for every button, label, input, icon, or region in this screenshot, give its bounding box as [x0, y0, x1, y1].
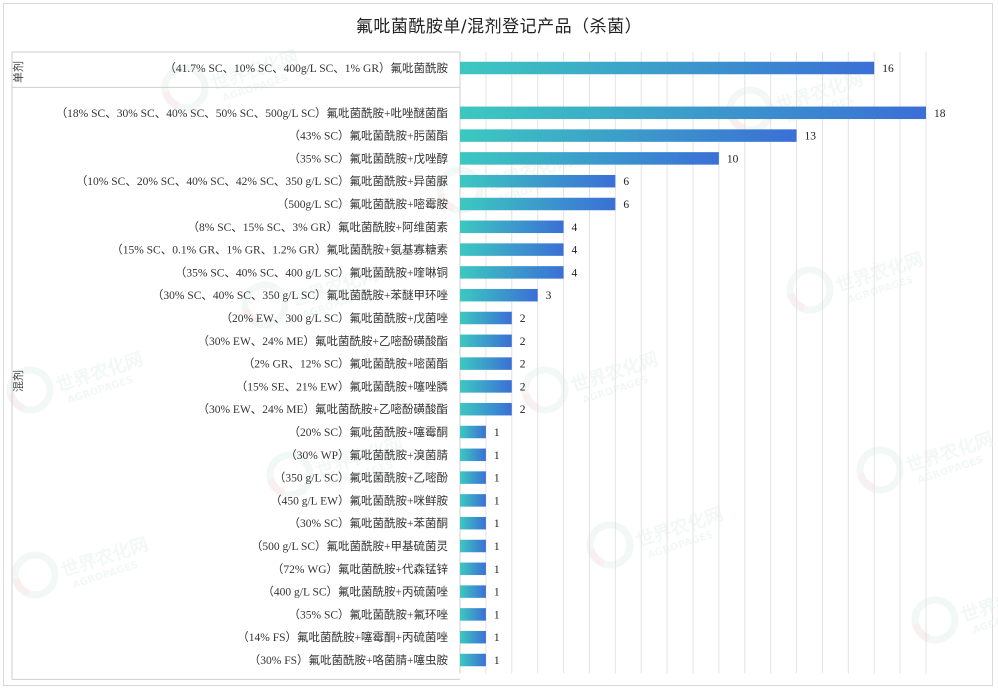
value-label: 2: [520, 404, 526, 416]
value-label: 1: [494, 495, 500, 507]
value-label: 10: [727, 153, 739, 165]
value-label: 1: [494, 518, 500, 530]
value-label: 1: [494, 450, 500, 462]
bar: [460, 106, 926, 120]
category-label: （350 g/L SC）氟吡菌酰胺+乙嘧酚: [274, 471, 449, 485]
value-label: 1: [494, 541, 500, 553]
category-label: （30% WP）氟吡菌酰胺+溴菌腈: [285, 448, 448, 462]
category-label: （20% SC）氟吡菌酰胺+噻霉酮: [288, 425, 448, 439]
category-label: （30% SC）氟吡菌酰胺+苯菌酮: [288, 516, 448, 530]
value-label: 2: [520, 336, 526, 348]
bar: [460, 402, 512, 416]
bar: [460, 585, 486, 598]
category-label: （43% SC）氟吡菌酰胺+肟菌酯: [288, 129, 448, 143]
category-label: （2% GR、12% SC）氟吡菌酰胺+嘧菌酯: [243, 357, 448, 371]
category-label: （30% FS）氟吡菌酰胺+咯菌腈+噻虫胺: [249, 653, 449, 667]
value-label: 1: [494, 427, 500, 439]
category-label: （500g/L SC）氟吡菌酰胺+嘧霉胺: [277, 197, 449, 211]
bar: [460, 243, 564, 256]
category-label: （30% EW、24% ME）氟吡菌酰胺+乙嘧酚磺酸酯: [197, 334, 448, 348]
bar: [460, 311, 512, 325]
value-label: 16: [882, 63, 894, 75]
category-label: （500 g/L SC）氟吡菌酰胺+甲基硫菌灵: [251, 539, 449, 553]
value-label: 4: [572, 245, 578, 257]
bars: [460, 61, 926, 667]
bar: [460, 471, 486, 484]
value-label: 3: [546, 290, 552, 302]
bar: [460, 357, 512, 370]
value-label: 1: [494, 609, 500, 621]
bar: [460, 516, 486, 530]
bar: [460, 152, 719, 165]
bar: [460, 494, 486, 507]
gridlines: [459, 52, 927, 674]
category-label: （35% SC、40% SC、400 g/L SC）氟吡菌酰胺+喹啉铜: [175, 265, 448, 279]
group-label: 单剂: [11, 61, 25, 83]
category-label: （20% EW、300 g/L SC）氟吡菌酰胺+戊菌唑: [221, 311, 449, 325]
bar: [460, 266, 564, 279]
bar: [460, 448, 486, 462]
value-label: 6: [623, 199, 629, 211]
bar: [460, 174, 616, 188]
bar: [460, 129, 797, 142]
category-label: （30% SC、40% SC、350 g/L SC）氟吡菌酰胺+苯醚甲环唑: [152, 288, 449, 302]
chart-title: 氟吡菌酰胺单/混剂登记产品（杀菌）: [355, 17, 643, 37]
value-label: 1: [494, 655, 500, 667]
value-label: 18: [934, 108, 946, 120]
value-label: 4: [572, 222, 578, 234]
category-label: （30% EW、24% ME）氟吡菌酰胺+乙嘧酚磺酸酯: [197, 402, 448, 416]
category-label: （18% SC、30% SC、40% SC、50% SC、500g/L SC）氟…: [56, 106, 448, 120]
category-label: （450 g/L EW）氟吡菌酰胺+咪鲜胺: [270, 493, 448, 507]
value-label: 1: [494, 587, 500, 599]
bar: [460, 630, 486, 644]
value-label: 2: [520, 359, 526, 371]
category-label: （15% SC、0.1% GR、1% GR、1.2% GR）氟吡菌酰胺+氨基寡糖…: [111, 243, 448, 257]
category-label: （15% SE、21% EW）氟吡菌酰胺+噻唑膦: [236, 379, 449, 393]
value-labels: 16 18 13 10 6 6 4 4 4 3 2 2 2 2 2 1 1 1 1 1 1 1 1 1 1 1: [494, 63, 946, 667]
bar: [460, 539, 486, 553]
chart-frame: [3, 3, 993, 686]
value-label: 6: [623, 176, 629, 188]
value-label: 1: [494, 473, 500, 485]
value-label: 2: [520, 313, 526, 325]
bar: [460, 61, 875, 75]
category-label: （35% SC）氟吡菌酰胺+戊唑醇: [288, 151, 448, 165]
category-label: （14% FS）氟吡菌酰胺+噻霉酮+丙硫菌唑: [237, 630, 448, 644]
category-label: （35% SC）氟吡菌酰胺+氟环唑: [288, 607, 448, 621]
bar: [460, 608, 486, 621]
bar: [460, 334, 512, 348]
value-label: 13: [805, 131, 817, 143]
category-label: （8% SC、15% SC、3% GR）氟吡菌酰胺+阿维菌素: [188, 220, 448, 234]
group-label: 混剂: [11, 370, 25, 392]
bar: [460, 197, 616, 211]
category-labels: （41.7% SC、10% SC、400g/L SC、1% GR）氟吡菌酰胺 （1…: [56, 61, 449, 667]
bar: [460, 425, 486, 439]
bar: [460, 288, 538, 302]
category-label: （41.7% SC、10% SC、400g/L SC、1% GR）氟吡菌酰胺: [164, 61, 448, 75]
value-label: 4: [572, 267, 578, 279]
group-separators: [11, 51, 460, 680]
category-label: （400 g/L SC）氟吡菌酰胺+丙硫菌唑: [262, 585, 448, 599]
bar: [460, 653, 486, 667]
value-label: 2: [520, 381, 526, 393]
value-label: 1: [494, 632, 500, 644]
bar: [460, 220, 564, 234]
bar: [460, 380, 512, 393]
category-label: （72% WG）氟吡菌酰胺+代森锰锌: [272, 562, 449, 576]
category-label: （10% SC、20% SC、40% SC、42% SC、350 g/L SC）…: [76, 174, 449, 188]
value-label: 1: [494, 564, 500, 576]
bar: [460, 562, 486, 576]
